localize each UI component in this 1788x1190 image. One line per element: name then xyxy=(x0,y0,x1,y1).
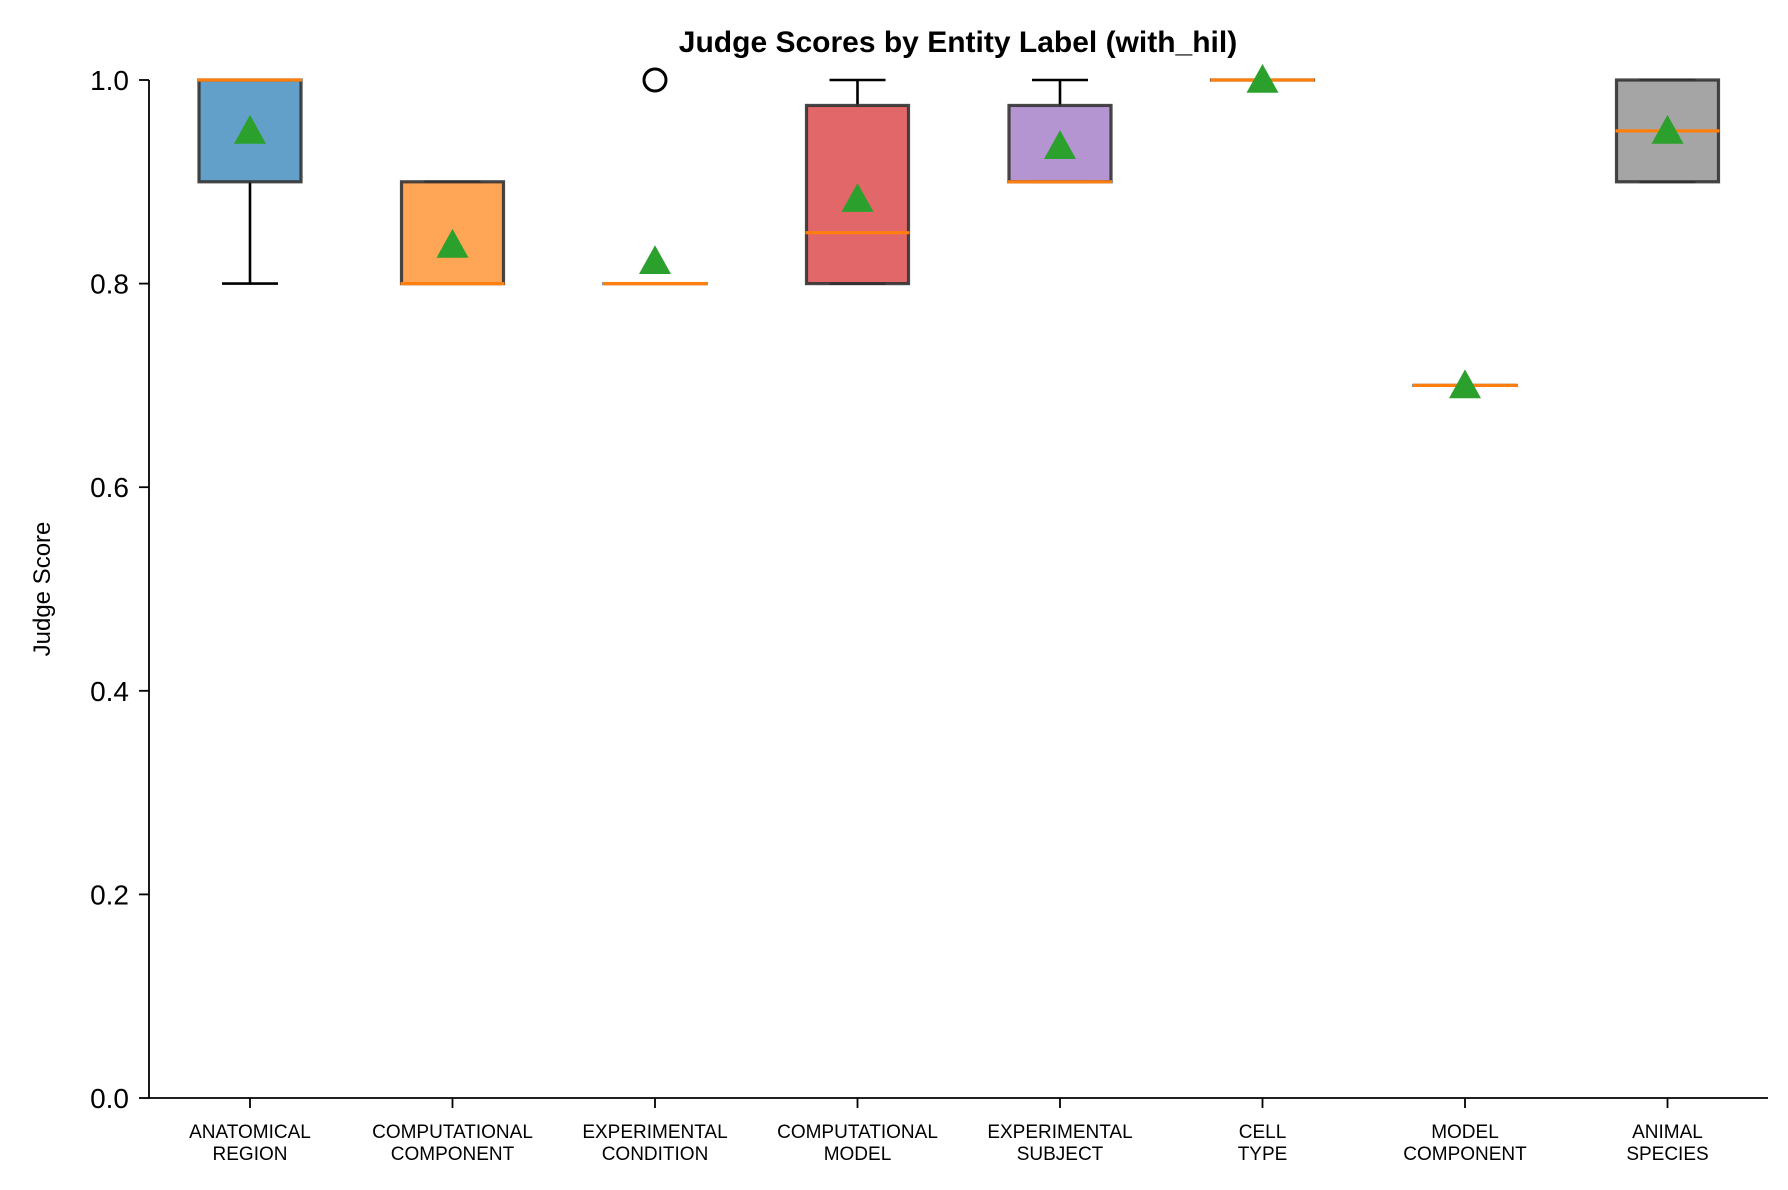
chart-title: Judge Scores by Entity Label (with_hil) xyxy=(679,26,1237,59)
x-tick-label: COMPUTATIONAL COMPONENT xyxy=(372,1122,533,1165)
y-tick-label: 0.4 xyxy=(90,676,129,707)
x-tick-label: EXPERIMENTAL SUBJECT xyxy=(987,1122,1132,1165)
plot-area: 0.0 0.2 0.4 0.6 0.8 1.0 ANATOMICAL REGION COMPUT… xyxy=(90,64,1768,1165)
x-tick-label: COMPUTATIONAL MODEL xyxy=(777,1122,938,1165)
mean-marker xyxy=(1044,130,1076,159)
x-tick-label: ANIMAL SPECIES xyxy=(1626,1122,1708,1165)
mean-marker xyxy=(436,228,469,258)
y-tick-label: 0.6 xyxy=(90,472,129,503)
x-tick-label: EXPERIMENTAL CONDITION xyxy=(582,1122,727,1165)
mean-marker xyxy=(234,114,266,144)
mean-marker xyxy=(1449,369,1481,399)
x-tick-label: MODEL COMPONENT xyxy=(1403,1122,1527,1165)
y-axis-label: Judge Score xyxy=(29,522,56,657)
y-tick-label: 0.2 xyxy=(90,879,129,910)
y-tick-label: 0.8 xyxy=(90,269,129,300)
y-tick-label: 0.0 xyxy=(90,1083,129,1114)
mean-marker xyxy=(841,183,874,212)
y-tick-label: 1.0 xyxy=(90,65,129,96)
mean-marker xyxy=(1246,64,1279,93)
mean-marker xyxy=(1651,114,1684,144)
x-tick-label: CELL TYPE xyxy=(1238,1122,1288,1165)
mean-marker xyxy=(639,245,671,275)
outlier-point xyxy=(642,67,668,93)
x-tick-label: ANATOMICAL REGION xyxy=(189,1122,311,1165)
